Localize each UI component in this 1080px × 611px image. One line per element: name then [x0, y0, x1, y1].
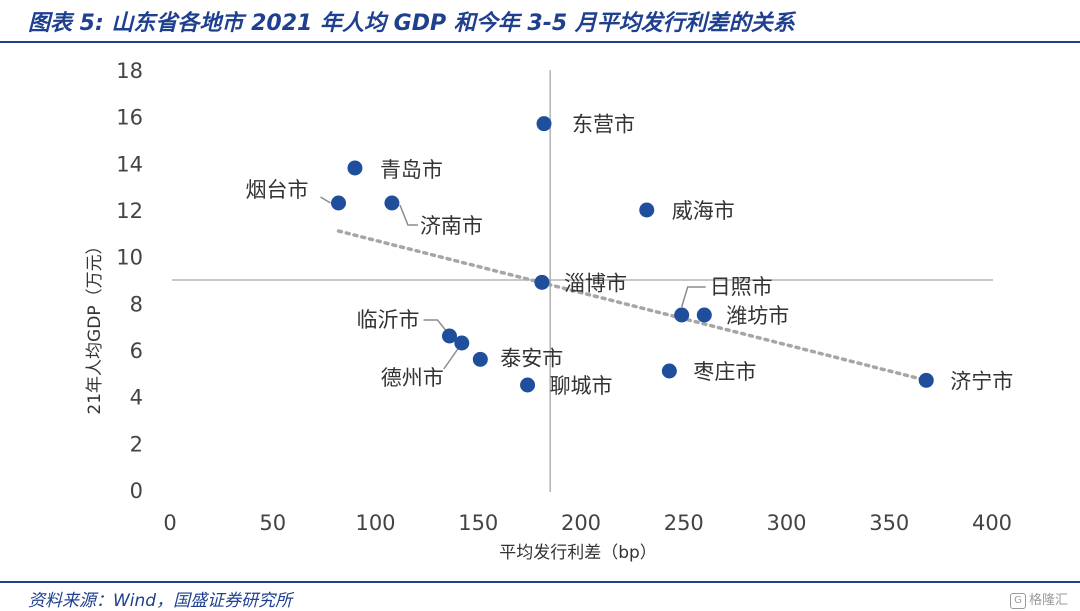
trendline-group — [336, 229, 928, 383]
y-axis-ticks: 0 2 4 6 8 10 12 14 16 18 — [116, 59, 143, 503]
point-label: 东营市 — [572, 113, 635, 137]
point-label: 淄博市 — [564, 271, 627, 295]
label-leader-line — [320, 196, 331, 204]
figure-header: 图表 5: 山东省各地市 2021 年人均 GDP 和今年 3-5 月平均发行利… — [0, 0, 1080, 44]
y-axis-title: 21年人均GDP（万元） — [85, 237, 105, 414]
x-axis-title: 平均发行利差（bp） — [499, 543, 657, 563]
point-label: 威海市 — [672, 199, 735, 223]
point-label: 日照市 — [710, 275, 773, 299]
data-point — [454, 335, 470, 351]
y-tick-label: 0 — [130, 479, 143, 503]
x-axis-ticks: 0 50 100 150 200 250 300 350 400 — [163, 511, 1012, 535]
watermark: G 格隆汇 — [1009, 589, 1068, 609]
point-label: 临沂市 — [356, 308, 419, 332]
data-point — [696, 307, 712, 323]
scatter-chart: 0 2 4 6 8 10 12 14 16 18 0 50 100 150 200 250 300 350 400… — [85, 59, 1014, 563]
point-label: 枣庄市 — [693, 360, 756, 384]
y-tick-label: 4 — [130, 386, 143, 410]
label-leader-line — [399, 204, 418, 226]
y-tick-label: 16 — [116, 106, 143, 130]
point-label: 青岛市 — [380, 158, 443, 182]
footer-rule — [0, 581, 1080, 583]
label-leader-line — [680, 286, 706, 308]
y-tick-label: 14 — [116, 152, 143, 176]
y-tick-label: 6 — [130, 339, 143, 363]
y-tick-label: 8 — [130, 292, 143, 316]
watermark-text: 格隆汇 — [1028, 593, 1068, 608]
y-tick-label: 18 — [116, 59, 143, 83]
x-tick-label: 50 — [259, 511, 286, 535]
x-tick-label: 0 — [163, 511, 176, 535]
data-point — [674, 307, 690, 323]
data-point — [384, 195, 400, 211]
data-point — [520, 377, 536, 393]
data-point — [472, 351, 488, 367]
point-label: 烟台市 — [246, 178, 309, 202]
point-label: 济宁市 — [950, 369, 1013, 393]
y-tick-label: 12 — [116, 199, 143, 223]
data-point — [534, 274, 550, 290]
data-points — [331, 116, 934, 393]
watermark-logo-icon: G — [1009, 592, 1026, 609]
reference-lines — [172, 70, 993, 492]
data-point — [918, 372, 934, 388]
point-label: 聊城市 — [550, 374, 613, 398]
linear-trendline — [336, 229, 928, 383]
x-tick-label: 150 — [458, 511, 498, 535]
data-point — [347, 160, 363, 176]
y-tick-label: 10 — [116, 246, 143, 270]
label-leader-line — [443, 348, 459, 370]
x-tick-label: 400 — [972, 511, 1012, 535]
data-point — [639, 202, 655, 218]
label-leader-lines — [320, 196, 706, 370]
point-label: 德州市 — [381, 366, 444, 390]
x-tick-label: 300 — [766, 511, 806, 535]
figure-title: 图表 5: 山东省各地市 2021 年人均 GDP 和今年 3-5 月平均发行利… — [28, 11, 795, 36]
point-label: 潍坊市 — [726, 304, 789, 328]
source-note: 资料来源：Wind，国盛证券研究所 — [28, 591, 293, 611]
data-point — [441, 328, 457, 344]
x-tick-label: 250 — [664, 511, 704, 535]
label-leader-line — [423, 319, 447, 331]
point-label: 泰安市 — [500, 346, 563, 370]
y-tick-label: 2 — [130, 432, 143, 456]
data-point — [536, 116, 552, 132]
data-point — [661, 363, 677, 379]
x-tick-label: 100 — [355, 511, 395, 535]
x-tick-label: 200 — [561, 511, 601, 535]
x-tick-label: 350 — [869, 511, 909, 535]
point-label: 济南市 — [420, 214, 483, 238]
header-rule — [0, 41, 1080, 43]
data-point — [331, 195, 347, 211]
